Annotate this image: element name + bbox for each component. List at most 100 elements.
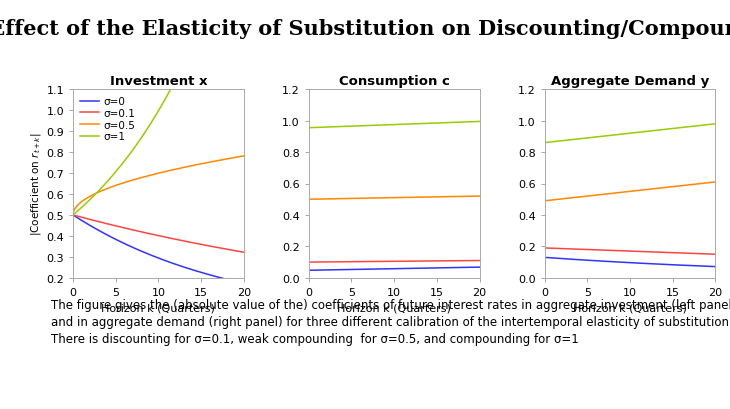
σ=0.5 xyxy=(239,154,248,159)
Title: Investment x: Investment x xyxy=(110,74,207,88)
σ=0.1 xyxy=(428,259,437,264)
σ=0.1 xyxy=(239,250,248,255)
Line: σ=0.5: σ=0.5 xyxy=(309,197,480,200)
σ=1 xyxy=(540,141,549,146)
σ=0.5 xyxy=(428,195,437,200)
Line: σ=0.1: σ=0.1 xyxy=(73,216,244,253)
σ=0.5 xyxy=(475,194,484,199)
σ=1 xyxy=(325,125,334,130)
σ=1 xyxy=(608,133,617,138)
σ=0.1 xyxy=(664,250,673,255)
σ=0.1 xyxy=(360,259,369,264)
σ=0.1 xyxy=(561,247,569,252)
σ=0.1 xyxy=(664,250,672,255)
σ=0 xyxy=(608,260,617,265)
σ=1 xyxy=(137,137,145,142)
σ=0 xyxy=(711,265,720,270)
σ=0.5 xyxy=(664,185,672,190)
σ=0.1 xyxy=(475,258,484,263)
σ=0.5 xyxy=(372,196,381,201)
σ=1 xyxy=(176,68,185,73)
σ=1 xyxy=(428,121,437,126)
Legend: σ=0, σ=0.1, σ=0.5, σ=1: σ=0, σ=0.1, σ=0.5, σ=1 xyxy=(78,95,137,144)
σ=0.1 xyxy=(192,241,201,246)
σ=1 xyxy=(360,124,369,129)
σ=0.1 xyxy=(193,242,201,247)
σ=0 xyxy=(561,257,569,262)
σ=1 xyxy=(412,122,420,127)
σ=0.5 xyxy=(596,193,604,198)
σ=0.1 xyxy=(608,248,617,253)
σ=0.5 xyxy=(664,185,673,190)
σ=0 xyxy=(304,268,313,273)
Line: σ=1: σ=1 xyxy=(309,122,480,128)
σ=0 xyxy=(193,269,201,274)
σ=0 xyxy=(69,213,77,218)
σ=0 xyxy=(664,263,673,267)
σ=0.1 xyxy=(372,259,381,264)
σ=1 xyxy=(664,127,672,132)
σ=1 xyxy=(429,121,437,126)
σ=0 xyxy=(596,259,604,264)
σ=0.5 xyxy=(540,199,549,204)
X-axis label: Horizon k (Quarters): Horizon k (Quarters) xyxy=(101,303,215,312)
σ=0.1 xyxy=(176,238,185,243)
σ=0.5 xyxy=(89,193,98,198)
σ=0 xyxy=(89,225,98,230)
σ=0.5 xyxy=(176,166,185,171)
σ=0.5 xyxy=(325,197,334,202)
σ=0.1 xyxy=(412,259,420,264)
σ=0.5 xyxy=(192,163,201,168)
σ=0.1 xyxy=(540,246,549,251)
σ=0.5 xyxy=(648,187,656,192)
Line: σ=0: σ=0 xyxy=(309,267,480,271)
σ=0 xyxy=(428,266,437,271)
σ=0 xyxy=(475,265,484,270)
Title: Aggregate Demand y: Aggregate Demand y xyxy=(551,74,709,88)
Line: σ=0.5: σ=0.5 xyxy=(545,182,715,201)
σ=1 xyxy=(664,127,673,132)
σ=1 xyxy=(372,124,381,128)
X-axis label: Horizon k (Quarters): Horizon k (Quarters) xyxy=(337,303,451,312)
Title: Consumption c: Consumption c xyxy=(339,74,450,88)
Line: σ=0.1: σ=0.1 xyxy=(309,261,480,263)
σ=0.5 xyxy=(137,176,145,181)
σ=1 xyxy=(89,194,98,199)
σ=0.1 xyxy=(304,260,313,265)
σ=0.1 xyxy=(325,260,334,265)
Line: σ=0: σ=0 xyxy=(73,216,244,284)
σ=1 xyxy=(193,32,201,37)
σ=1 xyxy=(475,120,484,125)
σ=0 xyxy=(412,266,420,271)
Line: σ=1: σ=1 xyxy=(545,124,715,143)
Line: σ=1: σ=1 xyxy=(73,0,244,216)
σ=0.5 xyxy=(69,213,77,218)
σ=0 xyxy=(192,269,201,274)
σ=1 xyxy=(124,154,133,159)
X-axis label: Horizon k (Quarters): Horizon k (Quarters) xyxy=(573,303,687,312)
Line: σ=0.5: σ=0.5 xyxy=(73,157,244,216)
σ=0.5 xyxy=(429,195,437,200)
σ=1 xyxy=(711,122,720,127)
σ=0 xyxy=(648,262,656,267)
σ=0.1 xyxy=(711,252,720,257)
σ=0.1 xyxy=(89,218,98,223)
σ=0.5 xyxy=(711,180,720,185)
Line: σ=0: σ=0 xyxy=(545,258,715,267)
Text: The figure gives the (absolute value of the) coefficients of future interest rat: The figure gives the (absolute value of … xyxy=(51,299,730,346)
σ=1 xyxy=(192,34,201,39)
σ=0.5 xyxy=(360,196,369,201)
σ=1 xyxy=(561,139,569,144)
σ=0.1 xyxy=(648,250,656,255)
σ=0 xyxy=(360,267,369,272)
σ=0 xyxy=(325,268,334,273)
σ=0.5 xyxy=(608,191,617,196)
σ=0.1 xyxy=(429,259,437,264)
σ=0.1 xyxy=(124,227,133,232)
σ=0.1 xyxy=(137,230,145,235)
σ=0 xyxy=(176,264,185,269)
σ=0 xyxy=(124,243,133,248)
σ=0.1 xyxy=(69,213,77,218)
σ=1 xyxy=(304,126,313,131)
σ=1 xyxy=(648,129,656,134)
